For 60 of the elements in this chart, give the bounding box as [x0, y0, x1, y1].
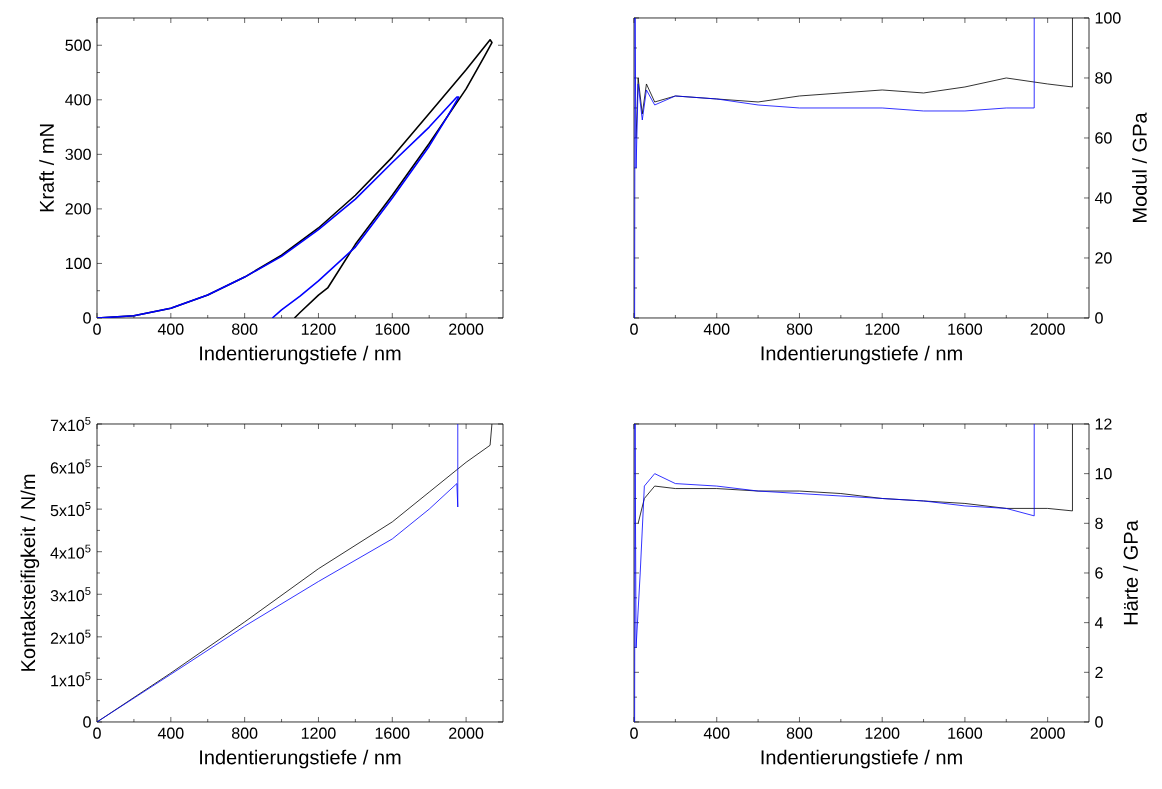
x-tick-label: 2000 [449, 323, 484, 335]
x-tick-label: 1200 [865, 323, 900, 335]
x-tick-label: 2000 [1030, 323, 1065, 335]
y-tick-label: 1x10$^{5}$ [51, 672, 91, 687]
x-tick-label: 1200 [865, 727, 900, 739]
y-tick-label: 100 [66, 257, 91, 270]
y2-tick-label: 60 [1095, 132, 1112, 144]
x-tick-label: 1600 [948, 323, 983, 335]
x-axis-title: Indentierungstiefe / nm [200, 749, 401, 769]
x-tick-label: 1200 [301, 727, 336, 739]
x-tick-label: 1200 [301, 323, 336, 335]
x-tick-label: 1600 [375, 727, 410, 739]
y2-tick-label: 80 [1095, 72, 1112, 84]
y-tick-label: 400 [65, 94, 91, 106]
x-axis-title: Indentierungstiefe / nm [761, 345, 962, 365]
x-tick-label: 0 [93, 727, 101, 739]
y2-tick-label: 0 [1095, 312, 1103, 324]
x-tick-label: 2000 [449, 727, 484, 739]
y-tick-label: 5x10$^{5}$ [50, 502, 91, 517]
y2-tick-label: 10 [1095, 467, 1112, 480]
y2-tick-label: 12 [1095, 418, 1112, 430]
y-tick-label: 500 [65, 39, 91, 51]
y-axis-title: Kontaksteifigkeit / N/m [20, 474, 40, 671]
x-tick-label: 400 [157, 323, 184, 335]
x-tick-label: 800 [232, 323, 258, 335]
y2-tick-label: 20 [1095, 252, 1112, 264]
y2-tick-label: 2 [1095, 666, 1103, 678]
y2-tick-label: 100 [1095, 12, 1121, 24]
x-tick-label: 0 [630, 323, 638, 335]
x-tick-label: 1600 [948, 727, 983, 739]
y-tick-label: 3x10$^{5}$ [50, 587, 91, 602]
x-tick-label: 400 [703, 323, 730, 335]
y2-tick-label: 8 [1095, 517, 1103, 529]
y2-tick-label: 0 [1095, 716, 1103, 728]
x-tick-label: 800 [786, 323, 813, 335]
x-tick-label: 2000 [1030, 727, 1065, 739]
y2-tick-label: 40 [1094, 192, 1112, 204]
x-axis-title: Indentierungstiefe / nm [761, 749, 962, 769]
x-tick-label: 0 [630, 727, 638, 739]
y2-tick-label: 6 [1095, 567, 1103, 579]
y-tick-label: 6x10$^{5}$ [50, 459, 91, 474]
y-tick-label: 0 [83, 312, 91, 324]
y-tick-label: 7x10$^{5}$ [50, 416, 91, 432]
x-tick-label: 0 [93, 323, 101, 335]
y-tick-label: 2x10$^{5}$ [50, 629, 91, 644]
x-tick-label: 400 [703, 727, 730, 739]
y2-tick-label: 4 [1094, 617, 1103, 629]
y-tick-label: 300 [65, 148, 91, 161]
y2-axis-title: Modul / GPa [1132, 112, 1147, 222]
x-tick-label: 1600 [375, 323, 410, 335]
y-axis-title: Kraft / mN [39, 124, 54, 212]
y-tick-label: 4x10$^{5}$ [50, 544, 91, 559]
x-tick-label: 800 [786, 727, 813, 739]
y2-axis-title: Härte / GPa [1123, 520, 1138, 625]
y-tick-label: 200 [65, 203, 91, 215]
x-tick-label: 400 [157, 727, 184, 739]
y-tick-label: 0 [83, 716, 91, 728]
x-axis-title: Indentierungstiefe / nm [200, 345, 401, 365]
x-tick-label: 800 [232, 727, 258, 739]
line-series [97, 96, 460, 318]
